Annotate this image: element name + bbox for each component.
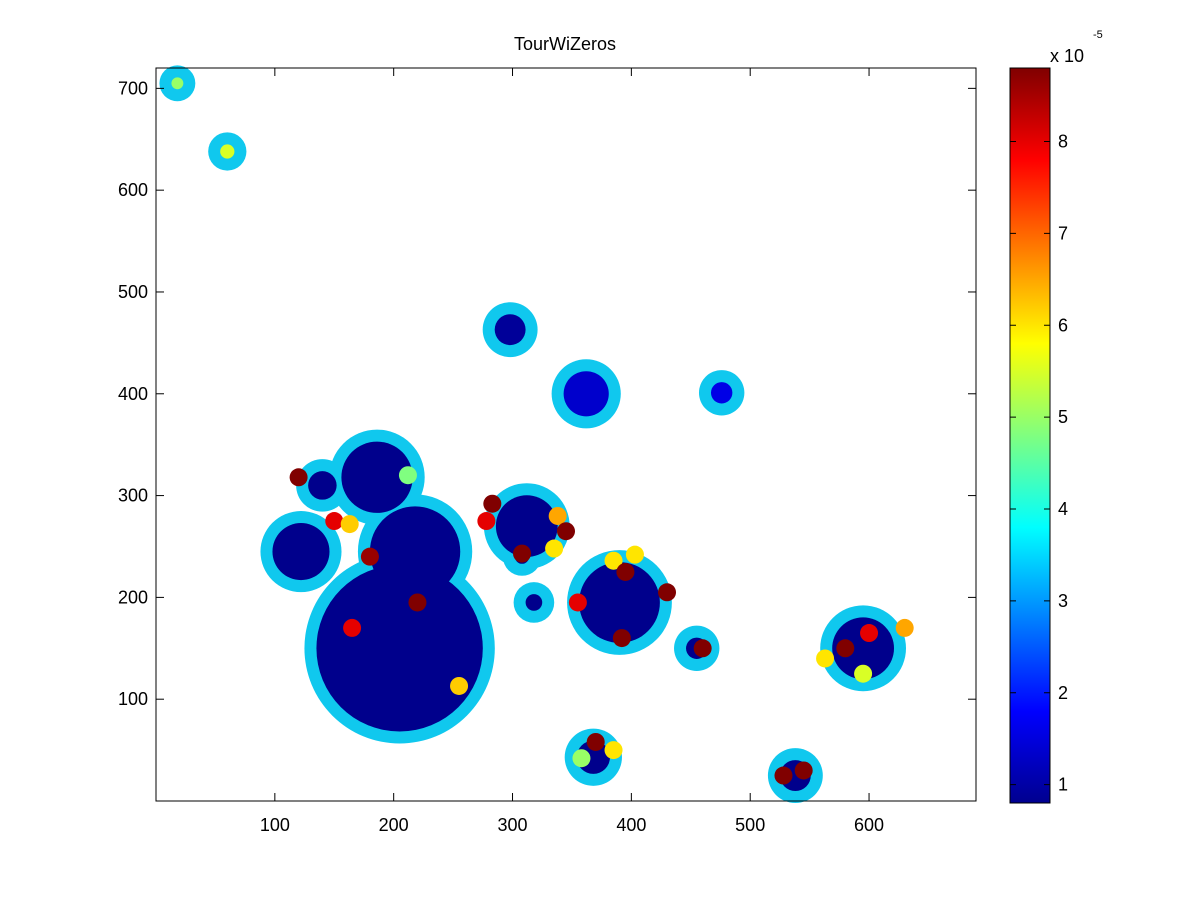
hotspot [477,512,496,531]
hotspot [612,629,631,648]
colorbar-gradient [1009,67,1051,804]
hotspot [513,544,532,563]
hotspot [483,494,502,513]
colorbar-tick-label: 2 [1058,683,1068,703]
region-core [369,506,461,597]
y-tick-label: 600 [118,180,148,200]
y-tick-label: 500 [118,282,148,302]
colorbar-tick-label: 3 [1058,591,1068,611]
region-core [308,471,337,500]
hotspot [450,676,469,695]
hotspot [895,618,914,637]
hotspot [604,741,623,760]
hotspot [586,732,605,751]
y-tick-label: 400 [118,384,148,404]
colorbar-tick-label: 8 [1058,132,1068,152]
hotspot [693,639,712,658]
region-core [525,594,543,611]
hotspot [854,664,873,683]
hotspot [568,593,587,612]
colorbar-tick-label: 7 [1058,223,1068,243]
hotspot [836,639,855,658]
region-core [220,144,235,159]
x-tick-label: 100 [260,815,290,835]
hotspot [545,539,564,558]
hotspot [343,618,362,637]
hotspot [616,562,635,581]
colorbar-ticks: 1 2 3 4 5 6 7 8 [1010,132,1068,795]
plot-area: 100 200 300 400 500 600 100 200 300 400 500 600 700 [118,65,977,835]
colorbar: 1 2 3 4 5 6 7 8 x 10 -5 [1009,29,1103,804]
hotspot [360,547,379,566]
x-axis: 100 200 300 400 500 600 [260,68,884,835]
colorbar-tick-label: 4 [1058,499,1068,519]
axes-box [155,67,977,802]
hotspot [325,512,344,531]
hotspot [548,506,567,525]
hotspot [816,649,835,668]
region-core [494,314,526,346]
y-tick-label: 700 [118,78,148,98]
y-tick-label: 200 [118,587,148,607]
colorbar-multiplier: x 10 [1050,46,1084,66]
hotspot [340,515,359,534]
region-core [341,441,413,513]
region-core [579,562,660,643]
region-core [563,371,609,417]
hotspot [860,624,879,643]
region-core [272,523,330,581]
colorbar-tick-label: 1 [1058,775,1068,795]
x-tick-label: 500 [735,815,765,835]
hotspot [398,466,417,485]
hotspot [658,583,677,602]
x-tick-label: 400 [616,815,646,835]
colorbar-tick-label: 6 [1058,315,1068,335]
region-core [710,382,733,404]
hotspot [557,522,575,541]
x-tick-label: 300 [497,815,527,835]
region-core [495,495,558,558]
hotspot [625,545,644,564]
x-tick-label: 600 [854,815,884,835]
regions-layer [159,65,906,803]
hotspot [408,593,427,612]
region-core [171,77,184,90]
region-core [316,565,483,732]
colorbar-tick-label: 5 [1058,407,1068,427]
hotspot [604,551,623,570]
y-tick-label: 100 [118,689,148,709]
hotspots-layer [289,466,914,785]
colorbar-exponent: -5 [1093,29,1103,41]
hotspot [289,468,308,487]
hotspot [572,749,591,768]
chart-title: TourWiZeros [514,34,616,54]
y-tick-label: 300 [118,486,148,506]
y-axis: 100 200 300 400 500 600 700 [118,78,976,709]
hotspot [774,766,793,785]
x-tick-label: 200 [379,815,409,835]
hotspot [794,761,813,780]
region-core [832,617,894,680]
